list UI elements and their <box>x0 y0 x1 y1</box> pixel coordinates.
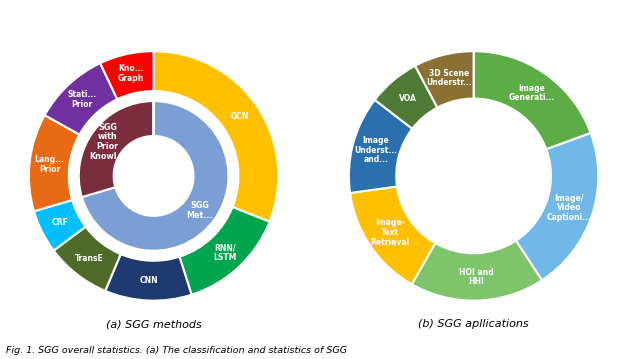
Text: VOA: VOA <box>399 94 417 103</box>
Wedge shape <box>82 101 228 251</box>
Wedge shape <box>105 254 191 300</box>
Wedge shape <box>54 227 121 291</box>
Text: CRF: CRF <box>52 218 68 227</box>
Text: SGG
Met...: SGG Met... <box>186 201 213 220</box>
Text: GCN: GCN <box>231 112 250 121</box>
Text: Stati...
Prior: Stati... Prior <box>67 90 97 109</box>
Wedge shape <box>29 115 79 211</box>
Wedge shape <box>79 101 154 197</box>
Text: RNN/
LSTM: RNN/ LSTM <box>214 243 237 262</box>
Text: Fig. 1. SGG overall statistics. (a) The classification and statistics of SGG: Fig. 1. SGG overall statistics. (a) The … <box>6 346 348 355</box>
Text: (b) SGG apllications: (b) SGG apllications <box>419 320 529 329</box>
Text: HOI and
HHI: HOI and HHI <box>460 267 494 286</box>
Text: Kno...
Graph: Kno... Graph <box>118 64 144 83</box>
Wedge shape <box>179 207 269 295</box>
Wedge shape <box>154 51 278 222</box>
Wedge shape <box>474 51 591 149</box>
Text: CNN: CNN <box>140 276 158 285</box>
Text: 3D Scene
Understr...: 3D Scene Understr... <box>426 69 472 87</box>
Text: Image-
Text
Retrieval: Image- Text Retrieval <box>371 218 410 247</box>
Text: Image
Generati...: Image Generati... <box>508 84 554 102</box>
Text: SGG
with
Prior
Knowl...: SGG with Prior Knowl... <box>89 122 126 160</box>
Text: Lang...
Prior: Lang... Prior <box>35 155 65 174</box>
Wedge shape <box>100 51 154 99</box>
Wedge shape <box>34 200 86 251</box>
Wedge shape <box>375 66 437 129</box>
Wedge shape <box>45 63 117 135</box>
Wedge shape <box>415 51 474 108</box>
Wedge shape <box>350 186 435 284</box>
Wedge shape <box>349 100 412 193</box>
Text: Image/
Video
Captioni...: Image/ Video Captioni... <box>547 194 592 222</box>
Wedge shape <box>412 241 542 300</box>
Text: Image
Underst...
and...: Image Underst... and... <box>355 136 397 164</box>
Wedge shape <box>516 133 598 280</box>
Text: TransE: TransE <box>75 254 104 263</box>
Text: (a) SGG methods: (a) SGG methods <box>106 320 202 329</box>
